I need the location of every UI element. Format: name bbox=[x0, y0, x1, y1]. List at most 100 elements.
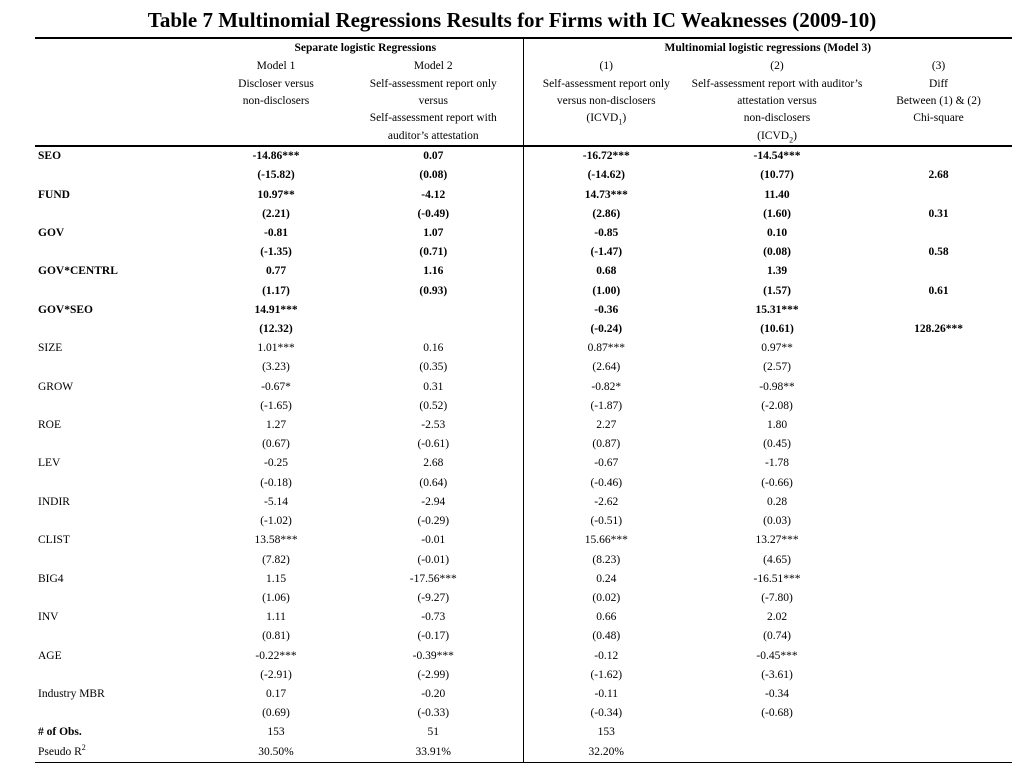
table-row: LEV -0.25 2.68 -0.67 -1.78 bbox=[35, 454, 1012, 474]
header-line: Self-assessment report only bbox=[542, 77, 670, 90]
table-cell: 0.17 bbox=[265, 687, 287, 700]
table-cell: 0.77 bbox=[265, 265, 287, 278]
table-cell: (-0.18) bbox=[260, 476, 292, 489]
table-row: INV 1.11 -0.73 0.66 2.02 bbox=[35, 608, 1012, 628]
icvd-subscript: 1 bbox=[618, 117, 623, 127]
table-cell: -0.01 bbox=[421, 534, 446, 547]
table-cell: 1.01*** bbox=[257, 342, 295, 355]
table-row: (-15.82) (0.08) (-14.62) (10.77) 2.68 bbox=[35, 166, 1012, 186]
row-label bbox=[35, 627, 208, 646]
row-label-text: CLIST bbox=[38, 534, 70, 547]
header-line: Discloser versus bbox=[238, 77, 314, 90]
table-cell: (-1.62) bbox=[522, 665, 690, 685]
table-cell: 0.58 bbox=[928, 246, 949, 259]
header-col-1: (1) Self-assessment report only versus n… bbox=[522, 58, 690, 147]
table-cell: 13.58*** bbox=[254, 534, 298, 547]
table-cell: (-0.34) bbox=[522, 704, 690, 724]
table-cell: -0.39*** bbox=[412, 649, 454, 662]
header-line: Self-assessment report with auditor’s bbox=[691, 77, 863, 90]
row-label: AGE bbox=[35, 647, 208, 666]
table-cell: 0.31 bbox=[928, 207, 949, 220]
row-label: Pseudo R2 bbox=[35, 742, 208, 763]
table-row: (12.32) (-0.24) (10.61) 128.26*** bbox=[35, 320, 1012, 340]
row-label bbox=[35, 474, 208, 493]
table-cell: -4.12 bbox=[421, 188, 446, 201]
table-row: Industry MBR 0.17 -0.20 -0.11 -0.34 bbox=[35, 684, 1012, 705]
header-line: auditor’s attestation bbox=[387, 129, 479, 142]
header-icvd2: (ICVD2) bbox=[689, 128, 865, 145]
table-row: BIG4 1.15 -17.56*** 0.24 -16.51*** bbox=[35, 569, 1012, 589]
table-cell: (-3.61) bbox=[761, 668, 793, 681]
table-cell: (-0.33) bbox=[417, 707, 450, 720]
table-row: GOV*SEO 14.91*** -0.36 15.31*** bbox=[35, 300, 1012, 321]
table-cell: (-0.68) bbox=[761, 707, 793, 720]
table-cell: -0.20 bbox=[421, 687, 446, 700]
table-cell: 0.61 bbox=[928, 284, 949, 297]
table-cell bbox=[865, 454, 1012, 473]
table-cell: (-0.51) bbox=[522, 512, 690, 532]
table-cell bbox=[865, 358, 1012, 377]
table-cell bbox=[865, 723, 1012, 742]
table-cell: (4.65) bbox=[763, 553, 791, 566]
table-cell: 1.27 bbox=[265, 419, 287, 432]
table-cell: 1.39 bbox=[766, 265, 788, 278]
table-row: (-1.35) (0.71) (-1.47) (0.08) 0.58 bbox=[35, 243, 1012, 263]
table-cell: (1.00) bbox=[522, 281, 690, 301]
table-cell bbox=[865, 224, 1012, 243]
table-cell: -16.51*** bbox=[753, 572, 801, 585]
table-cell: 128.26*** bbox=[914, 323, 963, 336]
table-row: Pseudo R2 30.50% 33.91% 32.20% bbox=[35, 742, 1013, 763]
table-cell: (-1.87) bbox=[522, 396, 690, 417]
header-col-3: (3) Diff Between (1) & (2) Chi-square bbox=[865, 58, 1012, 146]
row-label: CLIST bbox=[35, 531, 208, 550]
table-cell: (-0.46) bbox=[522, 473, 690, 493]
table-cell: (0.48) bbox=[522, 627, 690, 647]
table-cell bbox=[865, 608, 1012, 627]
row-label bbox=[35, 397, 208, 416]
table-title: Table 7 Multinomial Regressions Results … bbox=[147, 8, 877, 32]
row-label bbox=[35, 243, 208, 262]
header-line: Self-assessment report with bbox=[369, 112, 497, 125]
table-row: CLIST 13.58*** -0.01 15.66*** 13.27*** bbox=[35, 531, 1012, 551]
table-cell: 153 bbox=[522, 723, 690, 743]
table-cell: 0.07 bbox=[344, 145, 524, 167]
row-label: SEO bbox=[35, 145, 208, 167]
table-cell bbox=[865, 186, 1012, 205]
table-cell: -0.36 bbox=[522, 300, 690, 321]
icvd-subscript: 2 bbox=[789, 135, 794, 145]
table-cell bbox=[865, 742, 1013, 763]
table-cell: (-2.08) bbox=[761, 399, 793, 412]
row-label bbox=[35, 704, 208, 723]
table-cell bbox=[865, 627, 1012, 646]
header-line: Chi-square bbox=[913, 112, 964, 125]
table-row: (7.82) (-0.01) (8.23) (4.65) bbox=[35, 550, 1012, 570]
table-cell: (0.87) bbox=[522, 435, 690, 455]
table-row: (-0.18) (0.64) (-0.46) (-0.66) bbox=[35, 473, 1012, 493]
table-cell bbox=[865, 397, 1012, 416]
table-row: AGE -0.22*** -0.39*** -0.12 -0.45*** bbox=[35, 646, 1012, 666]
table-cell: (0.02) bbox=[522, 588, 690, 609]
row-label bbox=[35, 512, 208, 531]
regression-table: Separate logistic Regressions Multinomia… bbox=[35, 36, 1013, 763]
row-label-text: GOV*CENTRL bbox=[38, 265, 118, 278]
row-label bbox=[35, 551, 208, 570]
table-cell: 33.91% bbox=[344, 742, 524, 763]
table-cell: 2.27 bbox=[522, 416, 690, 436]
table-cell: (-0.61) bbox=[417, 438, 450, 451]
table-cell: 0.87*** bbox=[522, 339, 690, 359]
table-row: SIZE 1.01*** 0.16 0.87*** 0.97** bbox=[35, 339, 1012, 359]
table-cell: (0.52) bbox=[419, 399, 448, 412]
table-cell: 1.11 bbox=[266, 611, 286, 624]
icvd-close: ) bbox=[793, 129, 797, 142]
header-line: Diff bbox=[929, 77, 948, 90]
table-cell: 0.24 bbox=[522, 569, 690, 589]
table-cell: 15.31*** bbox=[755, 303, 799, 316]
table-cell bbox=[865, 666, 1012, 685]
header-col-2: (2) Self-assessment report with auditor’… bbox=[689, 58, 865, 146]
table-cell bbox=[865, 531, 1012, 550]
row-label-text: LEV bbox=[38, 457, 61, 470]
header-line: Model 1 bbox=[256, 60, 296, 73]
table-cell: (-1.65) bbox=[260, 399, 292, 412]
header-line: Model 2 bbox=[413, 60, 453, 73]
table-row: SEO -14.86*** 0.07 -16.72*** -14.54*** bbox=[35, 145, 1013, 167]
